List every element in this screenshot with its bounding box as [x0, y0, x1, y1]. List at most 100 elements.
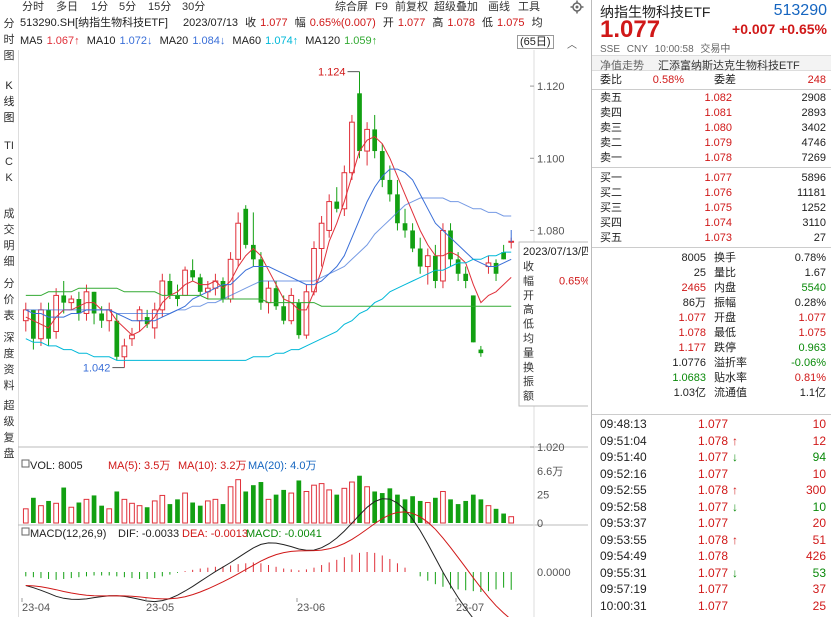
candle — [220, 280, 226, 300]
nav-depth-info[interactable]: 深度资料 — [3, 332, 15, 392]
volume-bar — [243, 491, 249, 523]
candle — [395, 194, 400, 224]
gear-icon[interactable] — [570, 0, 584, 14]
stat-row: 1.077 开盘 1.077 — [592, 311, 831, 326]
tooltip-key: 幅 — [523, 274, 534, 287]
nav-super-replay[interactable]: 超级复盘 — [3, 400, 15, 460]
bid-row[interactable]: 买二 1.076 11181 — [592, 186, 831, 201]
volume-bar — [220, 504, 226, 523]
ask-row[interactable]: 卖三 1.080 3402 — [592, 121, 831, 136]
stat-value: 5540 — [801, 282, 826, 294]
volume-bar — [121, 498, 128, 524]
ask-volume: 2893 — [801, 107, 826, 119]
bid-level-label: 买四 — [600, 217, 622, 229]
candle — [182, 269, 188, 296]
bid-row[interactable]: 买四 1.074 3110 — [592, 216, 831, 231]
super-overlay-button[interactable]: 超级叠加 — [434, 1, 478, 13]
bid-price: 1.075 — [704, 202, 732, 214]
volume-bar — [258, 482, 264, 523]
tools-button[interactable]: 工具 — [518, 1, 540, 13]
left-nav: 分时图 K线图 TICK 成交明细 分价表 深度资料 超级复盘 — [0, 14, 18, 469]
macd-axis-label: 0.0000 — [537, 567, 571, 579]
nav-trade-details[interactable]: 成交明细 — [3, 208, 15, 268]
volume-bar — [167, 504, 173, 523]
candle — [99, 313, 104, 321]
vol-ma20: MA(20): 4.0万 — [248, 460, 316, 472]
tab-15min[interactable]: 15分 — [148, 1, 172, 13]
ask-price: 1.078 — [704, 152, 732, 164]
stat-value: 0.963 — [798, 342, 826, 354]
ask-level-label: 卖四 — [600, 107, 622, 119]
tick-price: 1.077 — [697, 499, 728, 514]
up-arrow-icon: ↑ — [732, 483, 738, 497]
tab-nav-trend[interactable]: 净值走势 — [600, 60, 644, 72]
tick-row: 09:48:13 1.077 10 — [592, 417, 831, 432]
macd-value: MACD: -0.0041 — [246, 528, 322, 540]
draw-line-button[interactable]: 画线 — [488, 1, 510, 13]
tooltip-key: 振 — [523, 374, 534, 388]
tab-1min[interactable]: 1分 — [91, 1, 109, 13]
tick-price: 1.078 — [697, 433, 728, 448]
candle — [296, 302, 302, 336]
volume-bar — [182, 492, 188, 524]
stat-label: 振幅 — [714, 297, 736, 309]
period-select[interactable]: (65日) — [517, 35, 554, 49]
f9-button[interactable]: F9 — [375, 1, 388, 13]
candle — [493, 262, 499, 274]
vol-title: VOL: 8005 — [30, 460, 83, 472]
tick-volume: 10 — [812, 499, 826, 514]
ask-row[interactable]: 卖一 1.078 7269 — [592, 151, 831, 166]
volume-bar — [379, 493, 385, 523]
nav-kline-chart[interactable]: K线图 — [2, 78, 16, 126]
ma10-value: 1.072↓ — [119, 35, 153, 47]
bid-row[interactable]: 买三 1.075 1252 — [592, 201, 831, 216]
bid-volume: 3110 — [802, 217, 826, 229]
divider — [592, 247, 831, 248]
candle — [121, 345, 128, 358]
nav-price-table[interactable]: 分价表 — [3, 278, 15, 322]
kline-chart[interactable]: 1.1201.1001.0801.0601.0401.0201.1241.042… — [18, 50, 588, 617]
ask-price: 1.080 — [704, 122, 732, 134]
tick-price: 1.077 — [697, 417, 728, 431]
collapse-button[interactable]: ︿ — [567, 40, 577, 51]
stat-value: 0.28% — [794, 297, 826, 309]
candle — [167, 280, 173, 296]
vol-toggle-icon[interactable] — [21, 459, 30, 468]
tooltip-key: 额 — [523, 390, 534, 403]
stat-value: 0.78% — [794, 252, 826, 264]
volume-bar — [76, 502, 82, 523]
composite-screen-button[interactable]: 综合屏 — [335, 1, 368, 13]
volume-bar — [433, 497, 438, 523]
candle — [318, 222, 325, 249]
volume-bar — [159, 494, 166, 524]
candle — [448, 230, 453, 260]
stat-label: 内盘 — [714, 282, 736, 294]
bid-row[interactable]: 买五 1.073 27 — [592, 231, 831, 246]
tick-price: 1.077 — [697, 516, 728, 530]
tick-time: 09:52:58 — [600, 499, 647, 514]
tick-time: 09:48:13 — [600, 417, 647, 431]
volume-bar — [455, 504, 461, 523]
tab-5min[interactable]: 5分 — [119, 1, 137, 13]
ma-line-ma60 — [25, 251, 512, 361]
tab-30min[interactable]: 30分 — [182, 1, 206, 13]
ask-row[interactable]: 卖二 1.079 4746 — [592, 136, 831, 151]
ask-price: 1.082 — [704, 92, 732, 104]
bid-row[interactable]: 买一 1.077 5896 — [592, 171, 831, 186]
up-arrow-icon: ↑ — [732, 532, 738, 547]
ask-row[interactable]: 卖五 1.082 2908 — [592, 91, 831, 106]
macd-toggle-icon[interactable] — [21, 527, 30, 536]
nav-intraday-chart[interactable]: 分时图 — [3, 18, 15, 62]
volume-axis-label: 0 — [537, 518, 543, 530]
stat-row: 2465 内盘 5540 — [592, 281, 831, 296]
forward-adjust-button[interactable]: 前复权 — [395, 1, 428, 13]
candle — [303, 291, 310, 336]
ask-row[interactable]: 卖四 1.081 2893 — [592, 106, 831, 121]
nav-tick[interactable]: TICK — [4, 140, 14, 184]
tick-price: 1.077 — [697, 565, 728, 580]
stat-value: 1.077 — [798, 312, 826, 324]
tick-time: 09:53:55 — [600, 532, 647, 547]
tick-volume: 426 — [805, 549, 826, 563]
tab-intraday[interactable]: 分时 — [22, 1, 44, 13]
tab-multiday[interactable]: 多日 — [56, 1, 78, 13]
